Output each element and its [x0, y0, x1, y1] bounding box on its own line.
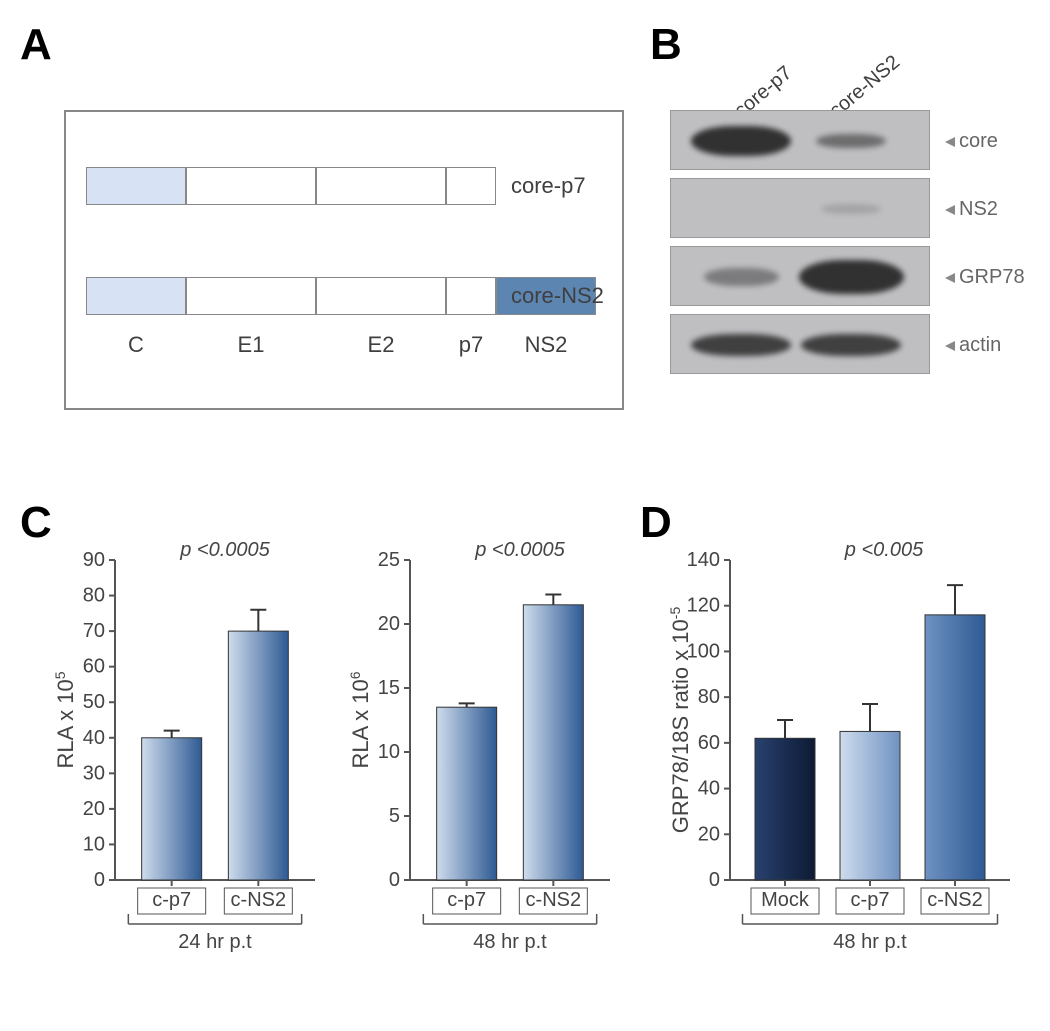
svg-text:40: 40: [698, 778, 720, 800]
svg-text:70: 70: [83, 620, 105, 642]
blot-band: [691, 126, 791, 156]
svg-text:RLA x 105: RLA x 105: [52, 671, 78, 768]
segment-label-p7: p7: [446, 332, 496, 358]
panel-label-b: B: [650, 20, 682, 70]
blot-label-text: core: [959, 130, 998, 153]
arrow-icon: [945, 341, 955, 351]
segment-E2: [316, 277, 446, 315]
svg-text:30: 30: [83, 762, 105, 784]
svg-text:60: 60: [698, 732, 720, 754]
svg-text:140: 140: [687, 549, 720, 571]
blot-label-NS2: NS2: [945, 198, 998, 221]
segment-label-E2: E2: [316, 332, 446, 358]
arrow-icon: [945, 205, 955, 215]
svg-text:80: 80: [83, 585, 105, 607]
blot-label-GRP78: GRP78: [945, 266, 1025, 289]
blot-GRP78: [670, 246, 930, 306]
panel-label-d: D: [640, 498, 672, 548]
segment-C: [86, 277, 186, 315]
svg-text:15: 15: [378, 677, 400, 699]
svg-text:Mock: Mock: [761, 889, 810, 911]
blot-band: [704, 268, 779, 286]
construct-label-core-p7: core-p7: [511, 173, 586, 199]
segment-p7: [446, 277, 496, 315]
svg-text:120: 120: [687, 595, 720, 617]
svg-text:0: 0: [389, 869, 400, 891]
svg-text:5: 5: [389, 805, 400, 827]
svg-text:c-p7: c-p7: [851, 889, 890, 911]
svg-text:0: 0: [94, 869, 105, 891]
blot-core: [670, 110, 930, 170]
svg-text:RLA x 106: RLA x 106: [347, 671, 373, 768]
segment-E1: [186, 167, 316, 205]
chart-d: 020406080100120140GRP78/18S ratio x 10-5…: [670, 520, 1020, 1005]
segment-E2: [316, 167, 446, 205]
blot-band: [821, 204, 881, 214]
svg-text:20: 20: [698, 823, 720, 845]
svg-text:c-NS2: c-NS2: [927, 889, 983, 911]
svg-text:p <0.0005: p <0.0005: [179, 539, 270, 561]
blot-actin: [670, 314, 930, 374]
blot-band: [799, 260, 904, 294]
construct-core-p7: [86, 167, 496, 205]
segment-label-NS2: NS2: [496, 332, 596, 358]
construct-label-core-NS2: core-NS2: [511, 283, 604, 309]
svg-text:10: 10: [83, 833, 105, 855]
chart-c-48hr: 0 5 10 15 20 25 RLA x 106 p <0.0005 c-p7 c-NS2 48 …: [350, 520, 620, 1005]
blot-band: [691, 334, 791, 356]
arrow-icon: [945, 273, 955, 283]
blot-label-text: actin: [959, 334, 1001, 357]
blot-NS2: [670, 178, 930, 238]
svg-text:60: 60: [83, 656, 105, 678]
panel-b-col-labels: core-p7 core-NS2: [680, 30, 940, 110]
svg-text:c-NS2: c-NS2: [526, 889, 582, 911]
blot-label-actin: actin: [945, 334, 1001, 357]
chart-c-24hr: 0 10 20 30 40 50 60 70 80 90 RLA x 105 p <0.0005 c-p…: [55, 520, 325, 1005]
svg-text:c-p7: c-p7: [152, 889, 191, 911]
svg-text:p <0.005: p <0.005: [844, 539, 924, 561]
svg-text:GRP78/18S ratio x 10-5: GRP78/18S ratio x 10-5: [667, 607, 693, 834]
svg-text:50: 50: [83, 691, 105, 713]
panel-a-diagram: core-p7 core-NS2 CE1E2p7NS2: [64, 110, 624, 410]
blot-label-text: NS2: [959, 198, 998, 221]
svg-text:c-p7: c-p7: [447, 889, 486, 911]
svg-text:10: 10: [378, 741, 400, 763]
blot-label-core: core: [945, 130, 998, 153]
svg-text:24 hr p.t: 24 hr p.t: [178, 931, 252, 953]
svg-text:25: 25: [378, 549, 400, 571]
svg-text:90: 90: [83, 549, 105, 571]
svg-text:80: 80: [698, 686, 720, 708]
svg-text:48 hr p.t: 48 hr p.t: [473, 931, 547, 953]
segment-label-C: C: [86, 332, 186, 358]
svg-text:20: 20: [83, 798, 105, 820]
svg-text:40: 40: [83, 727, 105, 749]
blot-band: [801, 334, 901, 356]
panel-label-c: C: [20, 498, 52, 548]
arrow-icon: [945, 137, 955, 147]
svg-text:p <0.0005: p <0.0005: [474, 539, 565, 561]
panel-b-blots: coreNS2GRP78actin: [670, 110, 1010, 382]
svg-text:c-NS2: c-NS2: [231, 889, 287, 911]
svg-text:0: 0: [709, 869, 720, 891]
blot-label-text: GRP78: [959, 266, 1025, 289]
panel-label-a: A: [20, 20, 52, 70]
svg-text:48 hr p.t: 48 hr p.t: [833, 931, 907, 953]
segment-E1: [186, 277, 316, 315]
svg-text:20: 20: [378, 613, 400, 635]
segment-p7: [446, 167, 496, 205]
segment-C: [86, 167, 186, 205]
figure: A B C D core-p7core-NS2CE1E2p7NS2 core-p…: [20, 20, 1030, 1011]
blot-band: [816, 134, 886, 148]
segment-label-E1: E1: [186, 332, 316, 358]
